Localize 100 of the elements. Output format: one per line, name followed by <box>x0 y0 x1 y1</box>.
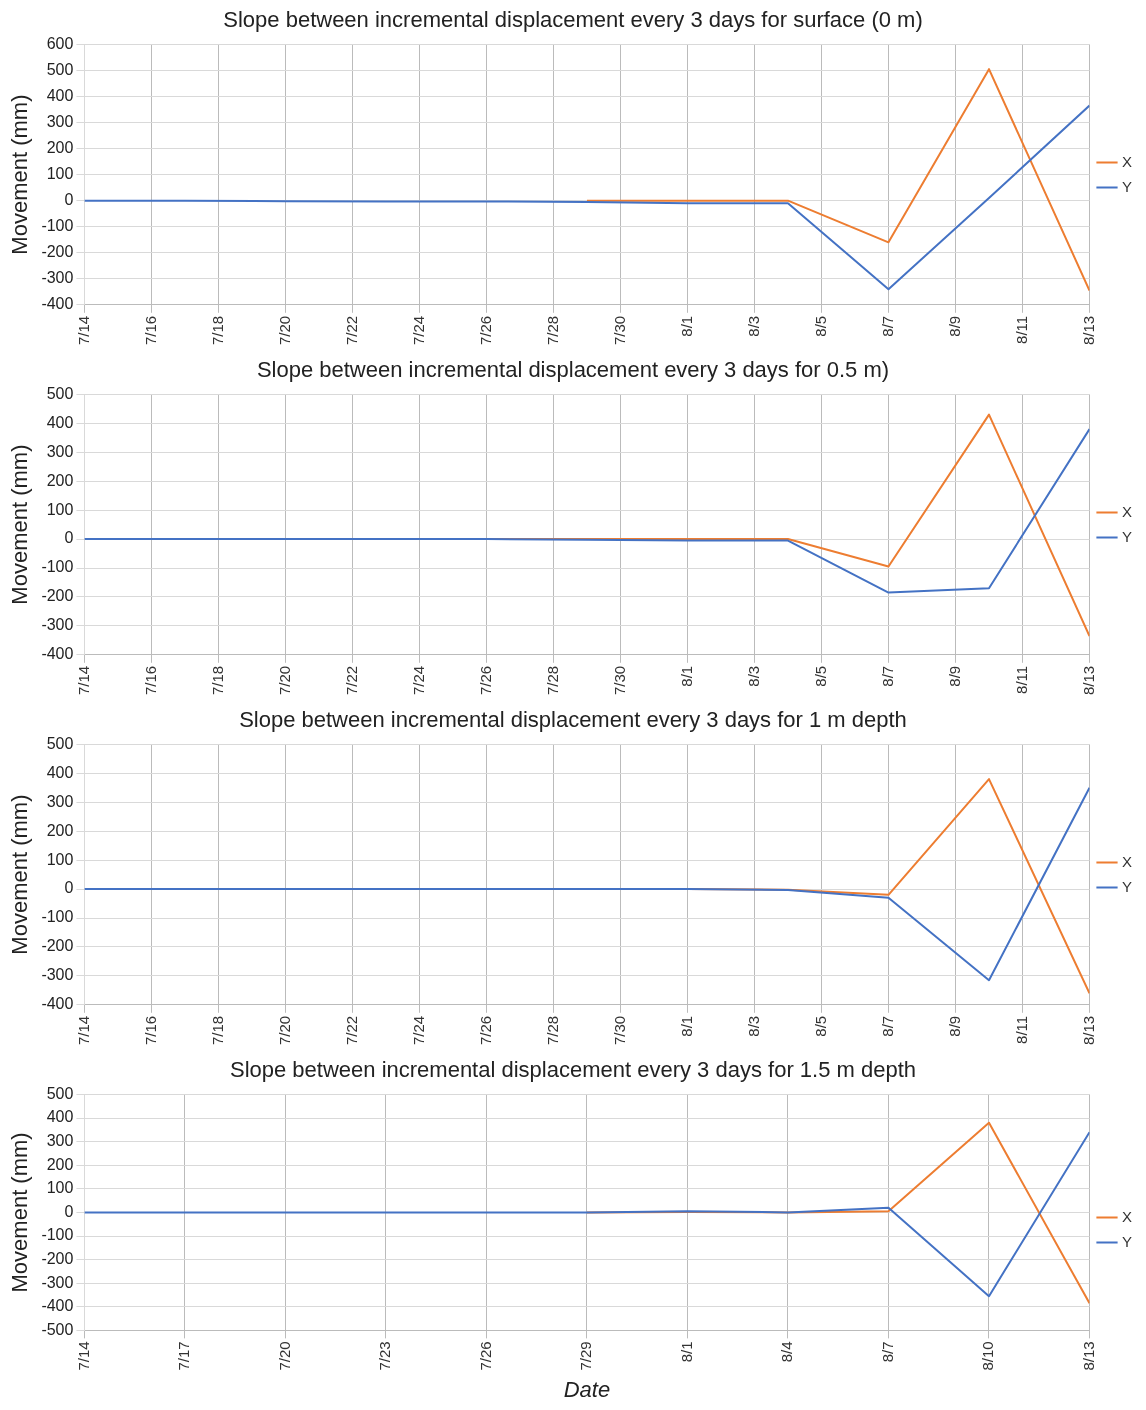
x-tick-label: 7/16 <box>141 315 159 346</box>
x-tick-label: 8/13 <box>1079 1341 1097 1371</box>
y-tick-label: -400 <box>41 995 74 1013</box>
y-tick-label: -200 <box>41 243 74 261</box>
legend-label: Y <box>1122 527 1133 545</box>
x-tick-label: 8/3 <box>744 315 762 337</box>
x-tick-label: 7/22 <box>342 665 360 696</box>
x-tick-label: 7/14 <box>74 1015 92 1046</box>
y-axis-title: Movement (mm) <box>7 94 33 255</box>
y-axis-title: Movement (mm) <box>7 444 33 605</box>
x-tick-label: 8/4 <box>778 1341 796 1363</box>
x-tick-label: 7/30 <box>610 665 628 696</box>
x-tick-label: 7/30 <box>610 1015 628 1046</box>
y-tick-label: 0 <box>64 1202 74 1220</box>
y-tick-label: 200 <box>46 138 74 156</box>
x-tick-label: 8/1 <box>677 1341 695 1363</box>
x-tick-label: 8/11 <box>1012 665 1030 694</box>
y-axis-title: Movement (mm) <box>7 1132 33 1293</box>
y-tick-label: 300 <box>46 112 74 130</box>
x-tick-label: 8/7 <box>878 665 896 687</box>
x-tick-label: 8/7 <box>878 315 896 337</box>
x-tick-label: 7/24 <box>409 315 427 346</box>
legend-label: X <box>1122 502 1133 520</box>
x-tick-label: 7/22 <box>342 315 360 346</box>
y-axis-title: Movement (mm) <box>7 794 33 955</box>
x-tick-label: 8/1 <box>677 315 695 337</box>
x-tick-label: 7/28 <box>543 665 561 696</box>
x-tick-label: 7/28 <box>543 315 561 346</box>
x-tick-label: 8/1 <box>677 1015 695 1037</box>
y-tick-label: -400 <box>41 645 74 663</box>
x-tick-label: 8/13 <box>1079 1015 1097 1046</box>
x-tick-label: 7/24 <box>409 1015 427 1046</box>
y-tick-label: 100 <box>46 1179 74 1197</box>
x-tick-label: 8/11 <box>1012 315 1030 344</box>
y-tick-label: 300 <box>46 792 74 810</box>
y-tick-label: 400 <box>46 1108 74 1126</box>
x-tick-label: 7/16 <box>141 665 159 696</box>
legend-label: X <box>1122 1207 1133 1225</box>
x-tick-label: 8/9 <box>945 665 963 687</box>
y-tick-label: 400 <box>46 413 74 431</box>
x-tick-label: 8/5 <box>811 665 829 687</box>
y-tick-label: 0 <box>64 191 74 209</box>
x-tick-label: 7/20 <box>275 315 293 346</box>
x-tick-label: 8/7 <box>878 1341 896 1363</box>
y-tick-label: -200 <box>41 587 74 605</box>
x-tick-label: 7/14 <box>74 665 92 696</box>
y-tick-label: -400 <box>41 1297 74 1315</box>
x-tick-label: 7/22 <box>342 1015 360 1046</box>
y-tick-label: -200 <box>41 1250 74 1268</box>
x-tick-label: 7/26 <box>476 315 494 346</box>
x-tick-label: 7/24 <box>409 665 427 696</box>
y-tick-label: -300 <box>41 966 74 984</box>
y-tick-label: 100 <box>46 500 74 518</box>
x-tick-label: 7/17 <box>175 1341 193 1371</box>
x-tick-label: 8/10 <box>979 1341 997 1371</box>
y-tick-label: 200 <box>46 1155 74 1173</box>
y-tick-label: 500 <box>46 1084 74 1102</box>
chart-title: Slope between incremental displacement every 3 days for 0.5 m) <box>256 357 890 383</box>
y-tick-label: 500 <box>46 734 74 752</box>
x-tick-label: 7/18 <box>208 1015 226 1046</box>
y-tick-label: 400 <box>46 763 74 781</box>
x-tick-label: 7/29 <box>577 1341 595 1371</box>
x-tick-label: 7/26 <box>476 1015 494 1046</box>
legend-label: X <box>1122 152 1133 170</box>
x-tick-label: 8/13 <box>1079 665 1097 696</box>
y-tick-label: -100 <box>41 1226 74 1244</box>
y-tick-label: 100 <box>46 850 74 868</box>
legend-label: X <box>1122 852 1133 870</box>
y-tick-label: -300 <box>41 269 74 287</box>
x-tick-label: 8/9 <box>945 1015 963 1037</box>
y-tick-label: 500 <box>46 384 74 402</box>
y-tick-label: 0 <box>64 879 74 897</box>
y-tick-label: 200 <box>46 471 74 489</box>
x-tick-label: 7/20 <box>275 1015 293 1046</box>
x-tick-label: 7/16 <box>141 1015 159 1046</box>
x-tick-label: 7/18 <box>208 665 226 696</box>
y-tick-label: -500 <box>41 1320 74 1338</box>
x-tick-label: 8/13 <box>1079 315 1097 346</box>
chart-title: Slope between incremental displacement every 3 days for 1 m depth <box>239 707 907 733</box>
y-tick-label: -400 <box>41 295 74 313</box>
y-tick-label: -300 <box>41 1273 74 1291</box>
x-tick-label: 8/1 <box>677 665 695 687</box>
x-tick-label: 7/14 <box>74 315 92 346</box>
x-tick-label: 8/9 <box>945 315 963 337</box>
y-tick-label: -100 <box>41 908 74 926</box>
y-tick-label: 400 <box>46 86 74 104</box>
y-tick-label: 500 <box>46 60 74 78</box>
y-tick-label: -200 <box>41 937 74 955</box>
y-tick-label: 600 <box>46 34 74 52</box>
x-tick-label: 8/5 <box>811 315 829 337</box>
x-tick-label: 7/20 <box>275 1341 293 1371</box>
x-tick-label: 7/26 <box>476 665 494 696</box>
x-tick-label: 7/26 <box>476 1341 494 1371</box>
y-tick-label: 300 <box>46 442 74 460</box>
chart-title: Slope between incremental displacement every 3 days for 1.5 m depth <box>229 1057 917 1083</box>
y-tick-label: -100 <box>41 558 74 576</box>
x-tick-label: 8/11 <box>1012 1015 1030 1044</box>
x-axis-title: Date <box>563 1376 611 1402</box>
y-tick-label: -100 <box>41 217 74 235</box>
x-tick-label: 7/18 <box>208 315 226 346</box>
